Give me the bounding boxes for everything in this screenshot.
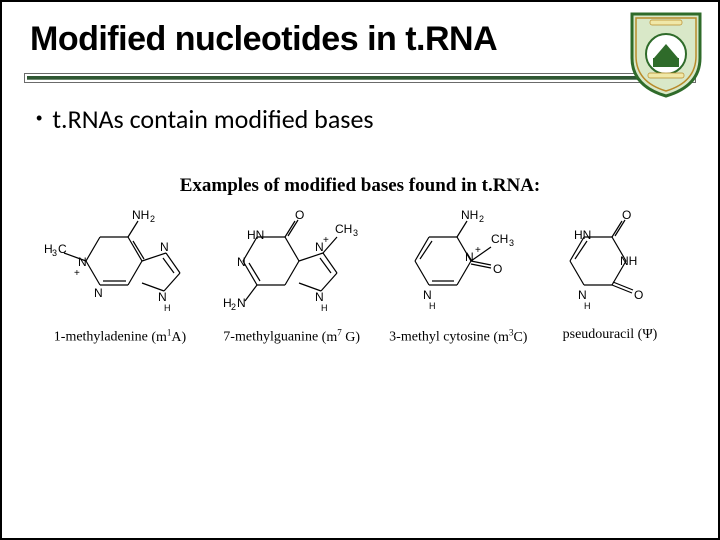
svg-text:N: N [78, 255, 87, 269]
svg-text:N: N [578, 288, 587, 302]
title-underline [24, 73, 696, 83]
svg-text:NH: NH [461, 208, 478, 222]
molecule-label-4: pseudouracil (Ψ) [563, 327, 658, 343]
svg-text:NH: NH [620, 254, 637, 268]
bullet-marker: • [36, 103, 42, 133]
svg-text:N: N [465, 250, 474, 264]
svg-text:CH: CH [491, 232, 508, 246]
svg-text:+: + [475, 245, 481, 256]
bullet-text: t.RNAs contain modified bases [52, 103, 373, 135]
svg-text:+: + [74, 268, 80, 279]
molecule-7-methylguanine: O HN N H2N N+ NH CH3 7-methylguanine (m7… [207, 203, 377, 346]
svg-text:+: + [323, 235, 329, 246]
structure-7-methylguanine: O HN N H2N N+ NH CH3 [207, 203, 377, 323]
svg-text:N: N [423, 288, 432, 302]
structure-3-methylcytosine: NH2 N+ NH O CH3 [383, 203, 533, 323]
svg-text:3: 3 [52, 248, 57, 258]
molecule-pseudouracil: O NH HN NH O pseudouracil (Ψ) [540, 203, 680, 343]
figure-region: Examples of modified bases found in t.RN… [40, 175, 680, 346]
figure-caption: Examples of modified bases found in t.RN… [40, 175, 680, 197]
bullet-item: • t.RNAs contain modified bases [2, 83, 718, 135]
molecule-label-2: 7-methylguanine (m7 G) [223, 327, 360, 346]
svg-text:O: O [295, 208, 304, 222]
abbrev-2: (m7 G) [322, 330, 360, 345]
abbrev-1: (m1A) [151, 330, 186, 345]
svg-text:N: N [237, 255, 246, 269]
svg-text:2: 2 [479, 214, 484, 224]
slide-title: Modified nucleotides in t.RNA [30, 20, 698, 59]
svg-text:O: O [622, 208, 631, 222]
svg-text:N: N [94, 286, 103, 300]
svg-text:3: 3 [509, 238, 514, 248]
svg-text:H: H [429, 301, 436, 311]
svg-text:H: H [321, 303, 328, 313]
title-underline-bar [27, 76, 693, 80]
svg-text:NH: NH [132, 208, 149, 222]
svg-text:C: C [58, 242, 67, 256]
abbrev-4: (Ψ) [638, 327, 658, 342]
university-logo [626, 8, 706, 98]
svg-text:N: N [315, 290, 324, 304]
svg-text:N: N [158, 290, 167, 304]
svg-text:HN: HN [574, 228, 591, 242]
molecule-1-methyladenine: NH2 N N H N N + H3C 1-methyladenine (m1A… [40, 203, 200, 346]
abbrev-3: (m3C) [493, 330, 527, 345]
svg-text:H: H [164, 303, 171, 313]
svg-text:N: N [160, 240, 169, 254]
svg-text:HN: HN [247, 228, 264, 242]
svg-text:3: 3 [353, 228, 358, 238]
molecule-label-3: 3-methyl cytosine (m3C) [389, 327, 527, 346]
svg-text:2: 2 [150, 214, 155, 224]
slide-header: Modified nucleotides in t.RNA [2, 2, 718, 67]
svg-text:N: N [237, 296, 246, 310]
structure-1-methyladenine: NH2 N N H N N + H3C [40, 203, 200, 323]
svg-text:O: O [634, 288, 643, 302]
molecule-label-1: 1-methyladenine (m1A) [54, 327, 186, 346]
svg-text:H: H [584, 301, 591, 311]
molecule-3-methylcytosine: NH2 N+ NH O CH3 3-methyl cytosine (m3C) [383, 203, 533, 346]
molecule-row: NH2 N N H N N + H3C 1-methyladenine (m1A… [40, 203, 680, 346]
svg-text:CH: CH [335, 222, 352, 236]
structure-pseudouracil: O NH HN NH O [540, 203, 680, 323]
svg-text:2: 2 [231, 302, 236, 312]
svg-text:O: O [493, 262, 502, 276]
